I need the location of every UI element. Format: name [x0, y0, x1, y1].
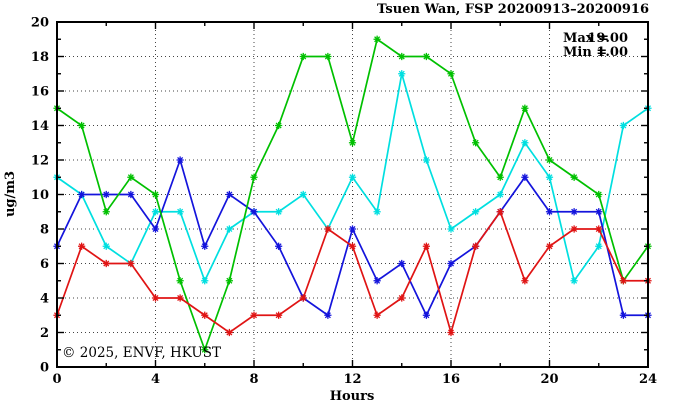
- x-tick-label: 12: [343, 372, 361, 387]
- annotation-value: 1.00: [596, 45, 628, 60]
- y-tick-label: 20: [31, 16, 49, 31]
- y-tick-label: 2: [40, 326, 49, 341]
- x-axis-label: Hours: [330, 389, 375, 404]
- y-axis-label: ug/m3: [3, 171, 18, 217]
- y-tick-label: 12: [31, 154, 49, 169]
- x-tick-label: 4: [151, 372, 160, 387]
- y-tick-label: 16: [31, 85, 49, 100]
- annotation-label: Max =: [563, 31, 609, 46]
- y-tick-label: 6: [40, 257, 49, 272]
- x-tick-label: 24: [639, 372, 657, 387]
- y-tick-label: 8: [40, 223, 49, 238]
- chart-title: Tsuen Wan, FSP 20200913–20200916: [377, 2, 649, 17]
- x-tick-label: 0: [52, 372, 61, 387]
- x-tick-label: 16: [442, 372, 460, 387]
- y-tick-label: 14: [31, 119, 49, 134]
- watermark: © 2025, ENVF, HKUST: [62, 345, 221, 361]
- data-series: [53, 35, 652, 354]
- series-red: [53, 208, 652, 337]
- y-tick-label: 18: [31, 50, 49, 65]
- y-tick-label: 10: [31, 188, 49, 203]
- y-tick-label: 4: [40, 292, 49, 307]
- x-tick-label: 20: [540, 372, 558, 387]
- annotation-label: Min =: [563, 45, 607, 60]
- x-tick-label: 8: [249, 372, 258, 387]
- y-tick-label: 0: [40, 361, 49, 376]
- annotation-value: 19.00: [587, 31, 628, 46]
- axis-ticks: [56, 21, 649, 368]
